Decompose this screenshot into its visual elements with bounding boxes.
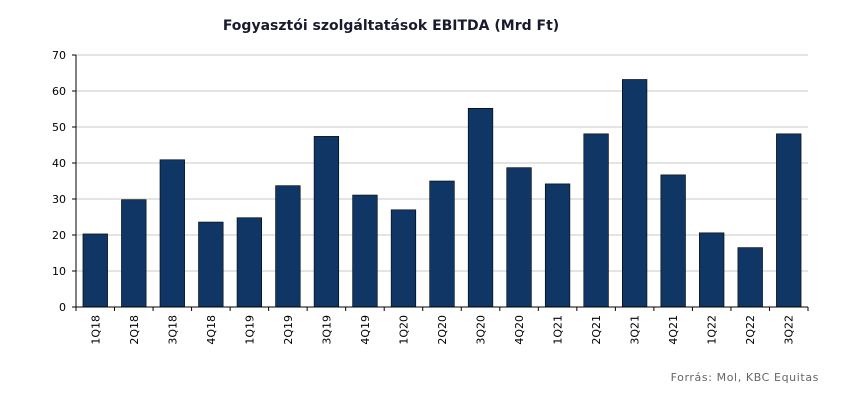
y-tick-label: 10 xyxy=(52,265,66,278)
bar-3Q18 xyxy=(159,159,185,308)
x-tick-label: 3Q22 xyxy=(783,315,796,345)
bar-4Q18 xyxy=(198,221,224,308)
chart-title: Fogyasztói szolgáltatások EBITDA (Mrd Ft… xyxy=(222,18,560,34)
x-tick-label: 4Q18 xyxy=(205,315,218,345)
bar-4Q19 xyxy=(352,194,378,308)
x-tick-label: 4Q19 xyxy=(359,315,372,345)
bar-1Q21 xyxy=(544,183,571,308)
x-tick-labels: 1Q18 2Q18 3Q18 4Q18 1Q19 2Q19 3Q19 4Q19 1Q20 2Q20… xyxy=(89,315,795,345)
x-tick-label: 3Q19 xyxy=(320,315,333,345)
bars xyxy=(82,79,802,308)
bar-3Q21 xyxy=(622,79,648,308)
x-tick-label: 2Q22 xyxy=(744,315,757,345)
y-tick-label: 30 xyxy=(52,193,66,206)
x-tick-label: 1Q18 xyxy=(89,315,102,345)
y-tick-label: 20 xyxy=(52,229,66,242)
bar-3Q20 xyxy=(467,107,494,308)
bar-4Q21 xyxy=(660,174,686,308)
x-tick-label: 3Q20 xyxy=(475,315,488,345)
bar-1Q20 xyxy=(390,209,417,308)
x-tick-label: 3Q18 xyxy=(166,315,179,345)
x-tick-label: 2Q19 xyxy=(282,315,295,345)
bar-2Q21 xyxy=(583,133,609,308)
source-note: Forrás: Mol, KBC Equitas xyxy=(670,371,819,384)
bar-2Q19 xyxy=(275,185,301,308)
x-tick-label: 2Q20 xyxy=(436,315,449,345)
bar-2Q20 xyxy=(429,180,455,308)
x-tick-label: 1Q22 xyxy=(706,315,719,345)
x-tick-label: 2Q18 xyxy=(128,315,141,345)
bar-4Q20 xyxy=(506,167,532,308)
bar-3Q22 xyxy=(776,133,802,308)
y-tick-label: 60 xyxy=(52,85,66,98)
bar-2Q18 xyxy=(121,199,147,308)
x-tick-label: 1Q19 xyxy=(243,315,256,345)
x-tick-label: 2Q21 xyxy=(590,315,603,345)
x-tick-label: 1Q21 xyxy=(552,315,565,345)
bar-1Q18 xyxy=(82,233,108,308)
x-tick-label: 3Q21 xyxy=(629,315,642,345)
y-tick-label: 70 xyxy=(52,49,66,62)
axes xyxy=(72,54,809,311)
x-tick-label: 1Q20 xyxy=(397,315,410,345)
bar-3Q19 xyxy=(313,136,340,308)
x-tick-label: 4Q20 xyxy=(513,315,526,345)
y-tick-label: 50 xyxy=(52,121,66,134)
bar-2Q22 xyxy=(737,247,763,308)
y-tick-labels: 0 10 20 30 40 50 60 70 xyxy=(52,49,66,314)
x-tick-label: 4Q21 xyxy=(667,315,680,345)
bar-1Q19 xyxy=(236,217,262,308)
y-tick-label: 40 xyxy=(52,157,66,170)
bar-1Q22 xyxy=(699,232,725,308)
y-tick-label: 0 xyxy=(59,301,66,314)
